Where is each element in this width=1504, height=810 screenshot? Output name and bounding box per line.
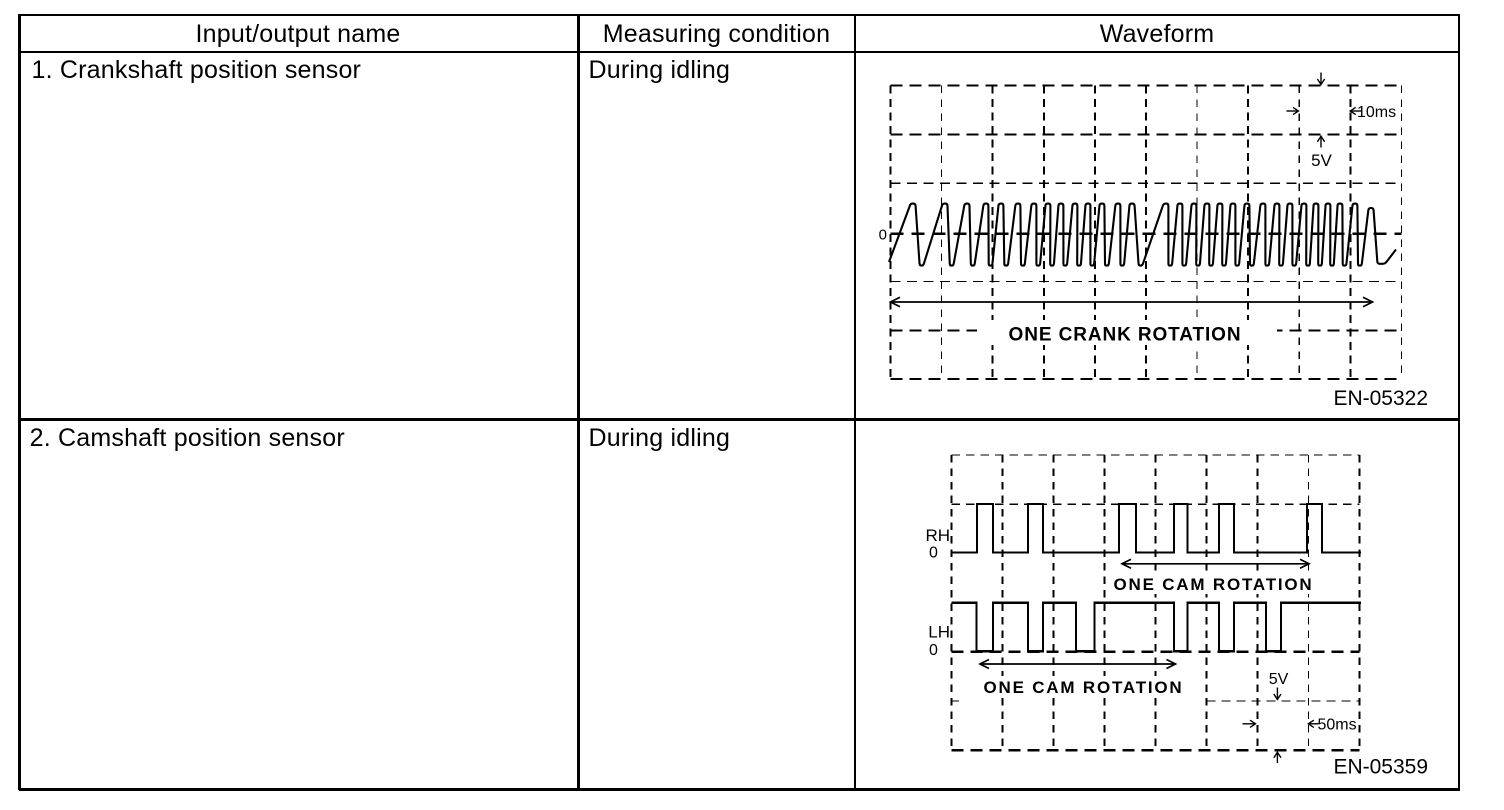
svg-text:5V: 5V xyxy=(1311,151,1332,170)
svg-text:5V: 5V xyxy=(1269,671,1289,688)
svg-text:10ms: 10ms xyxy=(1357,104,1396,121)
svg-text:ONE CAM ROTATION: ONE CAM ROTATION xyxy=(983,678,1183,697)
svg-text:0: 0 xyxy=(929,642,938,659)
svg-text:LH: LH xyxy=(928,623,950,642)
svg-text:RH: RH xyxy=(925,526,950,545)
svg-text:0: 0 xyxy=(929,545,938,562)
svg-text:EN-05359: EN-05359 xyxy=(1333,756,1428,779)
svg-text:EN-05322: EN-05322 xyxy=(1333,387,1428,410)
svg-text:0: 0 xyxy=(879,227,887,244)
svg-text:ONE CRANK ROTATION: ONE CRANK ROTATION xyxy=(1009,324,1242,345)
svg-text:50ms: 50ms xyxy=(1318,717,1357,734)
svg-text:ONE CAM ROTATION: ONE CAM ROTATION xyxy=(1113,575,1313,594)
